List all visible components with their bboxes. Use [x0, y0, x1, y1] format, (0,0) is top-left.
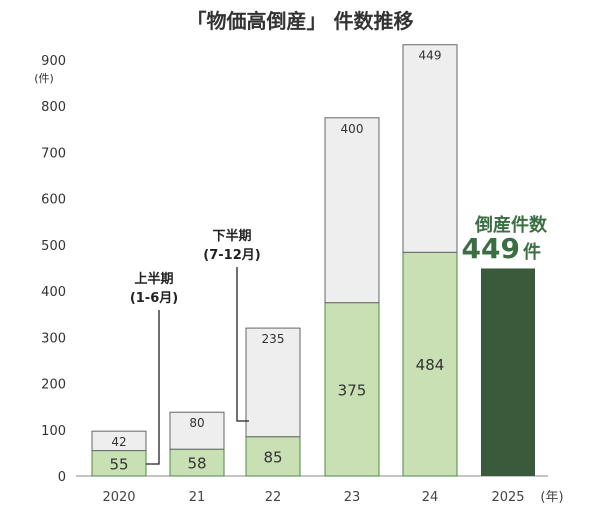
bar-label-second-half: 449 [419, 49, 442, 63]
bar-label-first-half: 55 [109, 455, 128, 473]
y-tick-label: 0 [58, 470, 66, 485]
bar-label-second-half: 400 [341, 122, 364, 136]
y-tick-label: 600 [41, 193, 66, 208]
bar-second-half [324, 117, 380, 304]
y-tick-label: 100 [41, 424, 66, 439]
bar-label-first-half: 375 [338, 381, 367, 399]
bar-first-half [402, 251, 458, 477]
bar-second-half [91, 430, 147, 452]
annotation-second-half-title: 下半期 [212, 228, 251, 244]
y-tick-label: 800 [41, 100, 66, 115]
callout-value: 449 [462, 232, 520, 265]
bar-first-half [91, 450, 147, 477]
annotation-first-half-title: 上半期 [134, 271, 173, 287]
annotation-first-half-leader [146, 310, 160, 465]
bar-label-first-half: 85 [263, 448, 282, 466]
bar-first-half [324, 302, 380, 477]
annotation-second-half-leader [236, 267, 249, 422]
annotations: 上半期 (1-6月) 下半期 (7-12月) [130, 228, 261, 465]
y-tick-label: 700 [41, 146, 66, 161]
y-tick-label: 400 [41, 285, 66, 300]
bar-label-first-half: 58 [187, 455, 206, 473]
x-axis-unit: (年) [540, 490, 563, 505]
x-tick-label: 24 [422, 490, 439, 505]
bar-second-half [402, 44, 458, 253]
y-tick-label: 200 [41, 378, 66, 393]
x-tick-label: 23 [344, 490, 361, 505]
y-tick-label: 300 [41, 331, 66, 346]
callout-unit: 件 [523, 241, 541, 263]
x-tick-label: 21 [189, 490, 206, 505]
y-axis: 0 100 200 300 400 500 600 700 800 900 [41, 54, 66, 485]
x-tick-label: 2025 [491, 490, 524, 505]
y-axis-unit: (件) [34, 72, 54, 85]
bar-label-second-half: 80 [189, 416, 204, 430]
bar-label-second-half: 42 [111, 435, 126, 449]
x-axis: 2020 21 22 23 24 2025 [102, 490, 524, 505]
bar-second-half [245, 327, 301, 438]
bar-label-second-half: 235 [262, 332, 285, 346]
annotation-first-half-range: (1-6月) [130, 291, 178, 306]
y-tick-label: 500 [41, 239, 66, 254]
bars: 55 42 58 80 85 235 375 400 484 449 [76, 44, 548, 477]
bar-highlight-2025 [481, 268, 535, 476]
bar-first-half [245, 436, 301, 477]
y-tick-label: 900 [41, 54, 66, 69]
chart-title: 「物価高倒産」 件数推移 [187, 9, 414, 33]
annotation-second-half-range: (7-12月) [203, 248, 260, 263]
x-tick-label: 22 [265, 490, 282, 505]
bar-second-half [169, 411, 225, 450]
bar-label-first-half: 484 [416, 356, 445, 374]
x-tick-label: 2020 [102, 490, 135, 505]
bar-first-half [169, 448, 225, 477]
callout-label: 倒産件数 [474, 214, 548, 236]
